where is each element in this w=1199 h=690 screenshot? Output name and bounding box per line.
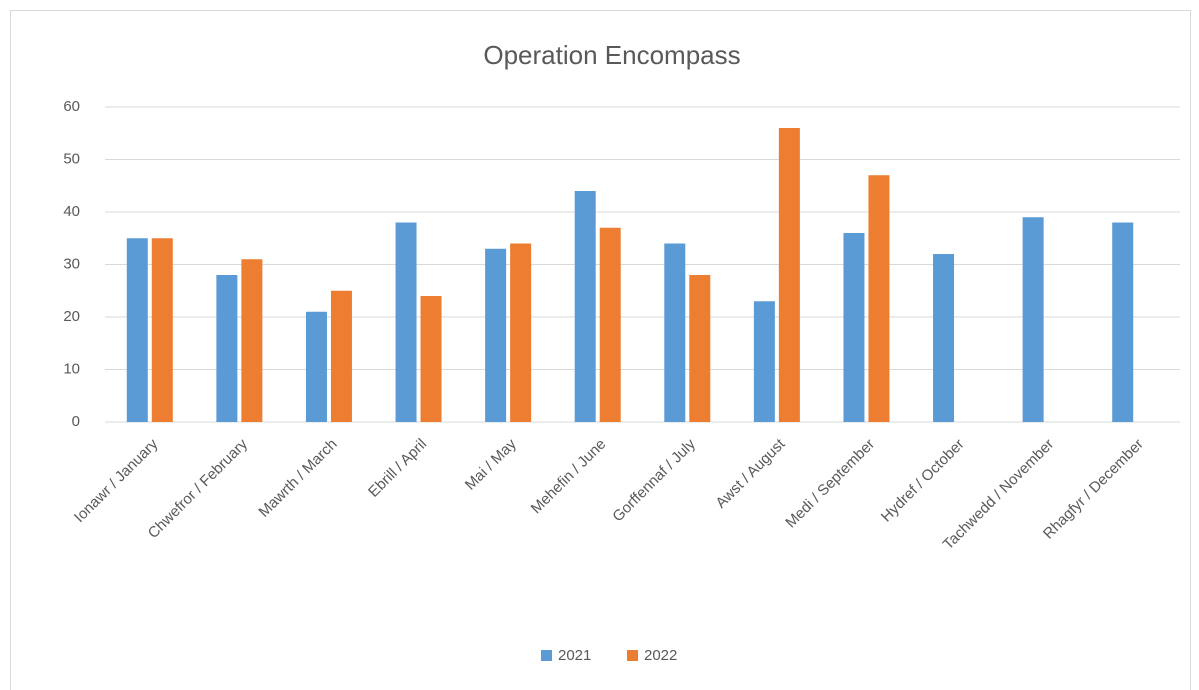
bar (868, 175, 890, 422)
bar (216, 275, 238, 422)
y-tick-label: 40 (63, 203, 80, 220)
bar (420, 296, 442, 422)
y-tick-label: 10 (63, 360, 80, 377)
y-tick-label: 0 (72, 413, 80, 430)
chart-title: Operation Encompass (483, 40, 740, 70)
bar (599, 227, 621, 422)
y-tick-label: 30 (63, 255, 80, 272)
bar (330, 290, 352, 422)
bar (753, 301, 775, 422)
bar (305, 311, 327, 422)
y-tick-label: 60 (63, 98, 80, 115)
bar (689, 275, 711, 422)
bar (1022, 217, 1044, 422)
bar (485, 248, 507, 422)
bar (126, 238, 148, 422)
bar (778, 128, 800, 422)
bar (151, 238, 173, 422)
bar (1112, 222, 1134, 422)
bar (843, 233, 865, 422)
bar (241, 259, 263, 422)
legend-swatch (627, 650, 638, 661)
y-tick-label: 50 (63, 150, 80, 167)
bar (574, 191, 596, 422)
legend-label: 2022 (644, 647, 677, 664)
bar (664, 243, 686, 422)
bar (933, 254, 955, 422)
legend-swatch (541, 650, 552, 661)
bar (395, 222, 417, 422)
bar (510, 243, 532, 422)
legend-label: 2021 (558, 647, 591, 664)
y-tick-label: 20 (63, 308, 80, 325)
